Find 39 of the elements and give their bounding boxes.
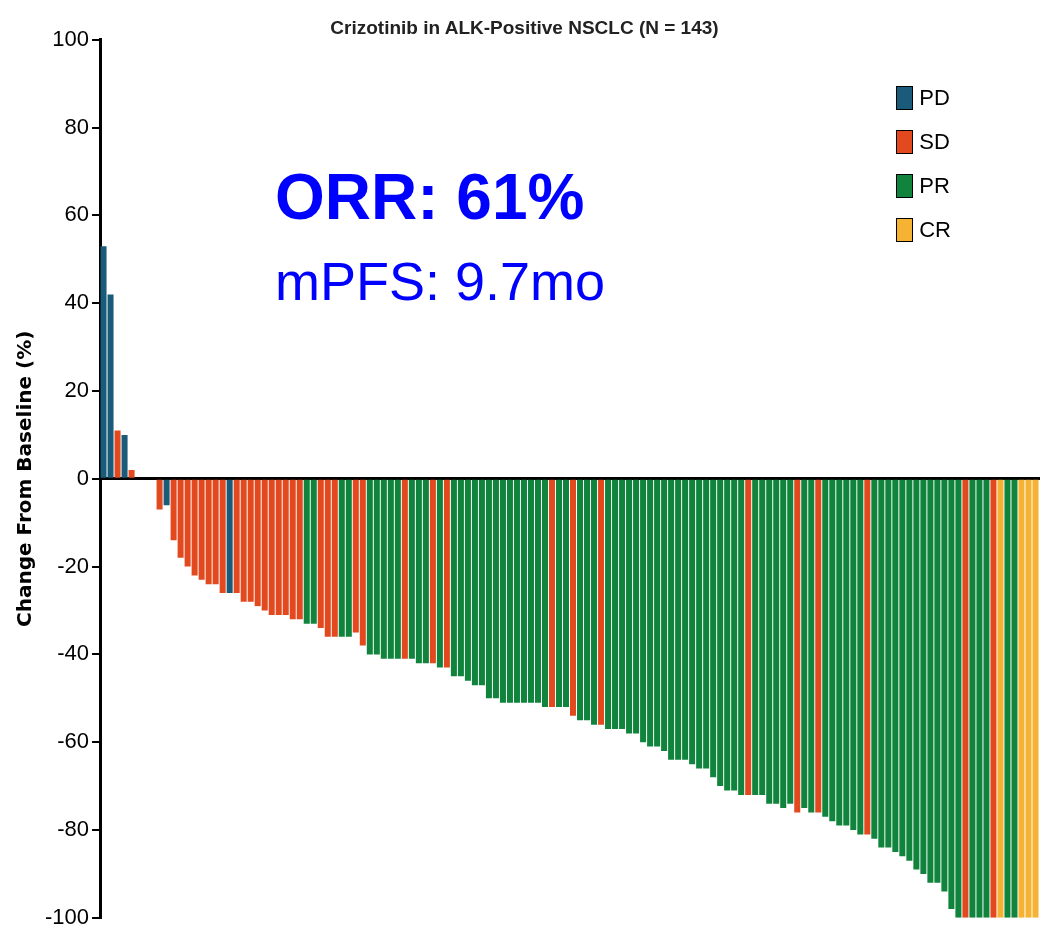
y-tick-label: 80: [64, 113, 90, 139]
y-tick-label: 100: [52, 25, 90, 51]
bar: [548, 479, 556, 708]
y-tick-label: -60: [57, 728, 90, 754]
bar: [114, 430, 121, 478]
y-axis-title: Change From Baseline (%): [12, 330, 37, 627]
bar: [997, 479, 1004, 918]
bar: [794, 479, 801, 813]
y-tick-label: 20: [64, 377, 90, 403]
bar: [436, 479, 443, 668]
annotation: mPFS: 9.7mo: [275, 250, 606, 312]
annotation: ORR: 61%: [275, 160, 585, 234]
chart-title: Crizotinib in ALK-Positive NSCLC (N = 143): [330, 16, 719, 38]
y-tick-label: -20: [57, 552, 90, 578]
bar: [990, 479, 997, 918]
legend-label: PR: [919, 173, 950, 199]
bar: [226, 479, 233, 593]
y-tick-label: 0: [76, 464, 90, 490]
y-tick-label: 60: [64, 201, 90, 227]
y-tick-label: -80: [57, 816, 90, 842]
bar: [864, 479, 871, 835]
bar: [429, 479, 436, 664]
legend-label: CR: [919, 217, 951, 243]
bar: [443, 479, 450, 668]
legend-label: SD: [919, 129, 950, 155]
bar: [401, 479, 408, 659]
y-tick-label: -100: [44, 903, 90, 929]
bar: [570, 479, 577, 716]
bar: [128, 470, 135, 478]
legend-label: PD: [919, 85, 950, 111]
y-tick-label: 40: [64, 289, 90, 315]
bar: [163, 479, 170, 506]
bar: [121, 434, 128, 478]
y-tick-label: -40: [57, 640, 90, 666]
bar: [598, 479, 605, 725]
bar: [745, 479, 752, 795]
bar: [962, 479, 969, 918]
bar: [156, 479, 163, 510]
bar: [815, 479, 822, 813]
